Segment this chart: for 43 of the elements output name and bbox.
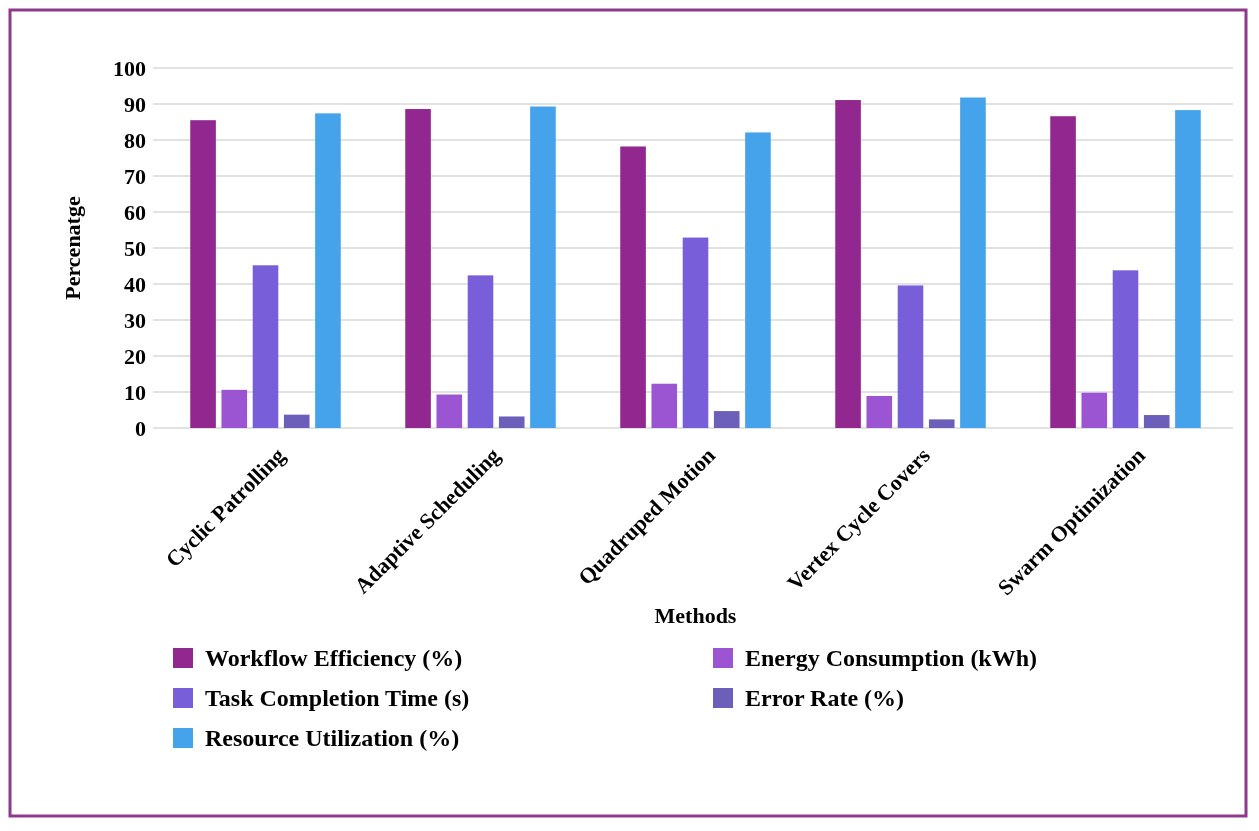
bar — [928, 419, 955, 428]
y-tick-label: 10 — [124, 379, 146, 405]
bar — [835, 100, 861, 428]
y-tick-label: 50 — [124, 235, 146, 261]
bar — [530, 106, 556, 428]
y-axis-title: Percenatge — [60, 196, 85, 300]
y-tick-label: 90 — [124, 91, 146, 117]
y-tick-label: 80 — [124, 127, 146, 153]
y-tick-label: 100 — [113, 55, 146, 81]
bar — [405, 109, 431, 428]
y-tick-label: 60 — [124, 199, 146, 225]
bar — [498, 416, 525, 428]
legend-label: Task Completion Time (s) — [205, 685, 470, 712]
bar — [651, 383, 678, 428]
bar — [1081, 392, 1108, 428]
y-tick-label: 0 — [135, 415, 146, 441]
x-axis-title: Methods — [654, 603, 737, 628]
bar — [866, 395, 893, 428]
legend-label: Workflow Efficiency (%) — [205, 645, 463, 672]
bar — [1112, 270, 1139, 428]
y-tick-label: 30 — [124, 307, 146, 333]
bar — [745, 132, 771, 428]
bar — [252, 265, 279, 428]
bar — [190, 120, 216, 428]
bar — [713, 411, 740, 428]
legend-label: Resource Utilization (%) — [205, 725, 460, 752]
y-tick-label: 20 — [124, 343, 146, 369]
bar — [315, 113, 341, 428]
bar — [1175, 110, 1201, 428]
bar — [283, 414, 310, 428]
bar — [960, 97, 986, 428]
bar — [436, 394, 463, 428]
legend-label: Energy Consumption (kWh) — [745, 645, 1038, 672]
y-tick-label: 70 — [124, 163, 146, 189]
bar — [467, 275, 494, 428]
bar — [1143, 415, 1170, 428]
bar — [1050, 116, 1076, 428]
bar — [221, 389, 248, 428]
y-tick-label: 40 — [124, 271, 146, 297]
legend-label: Error Rate (%) — [745, 685, 905, 712]
bar — [620, 146, 646, 428]
bar — [897, 285, 924, 428]
bar — [682, 237, 709, 428]
